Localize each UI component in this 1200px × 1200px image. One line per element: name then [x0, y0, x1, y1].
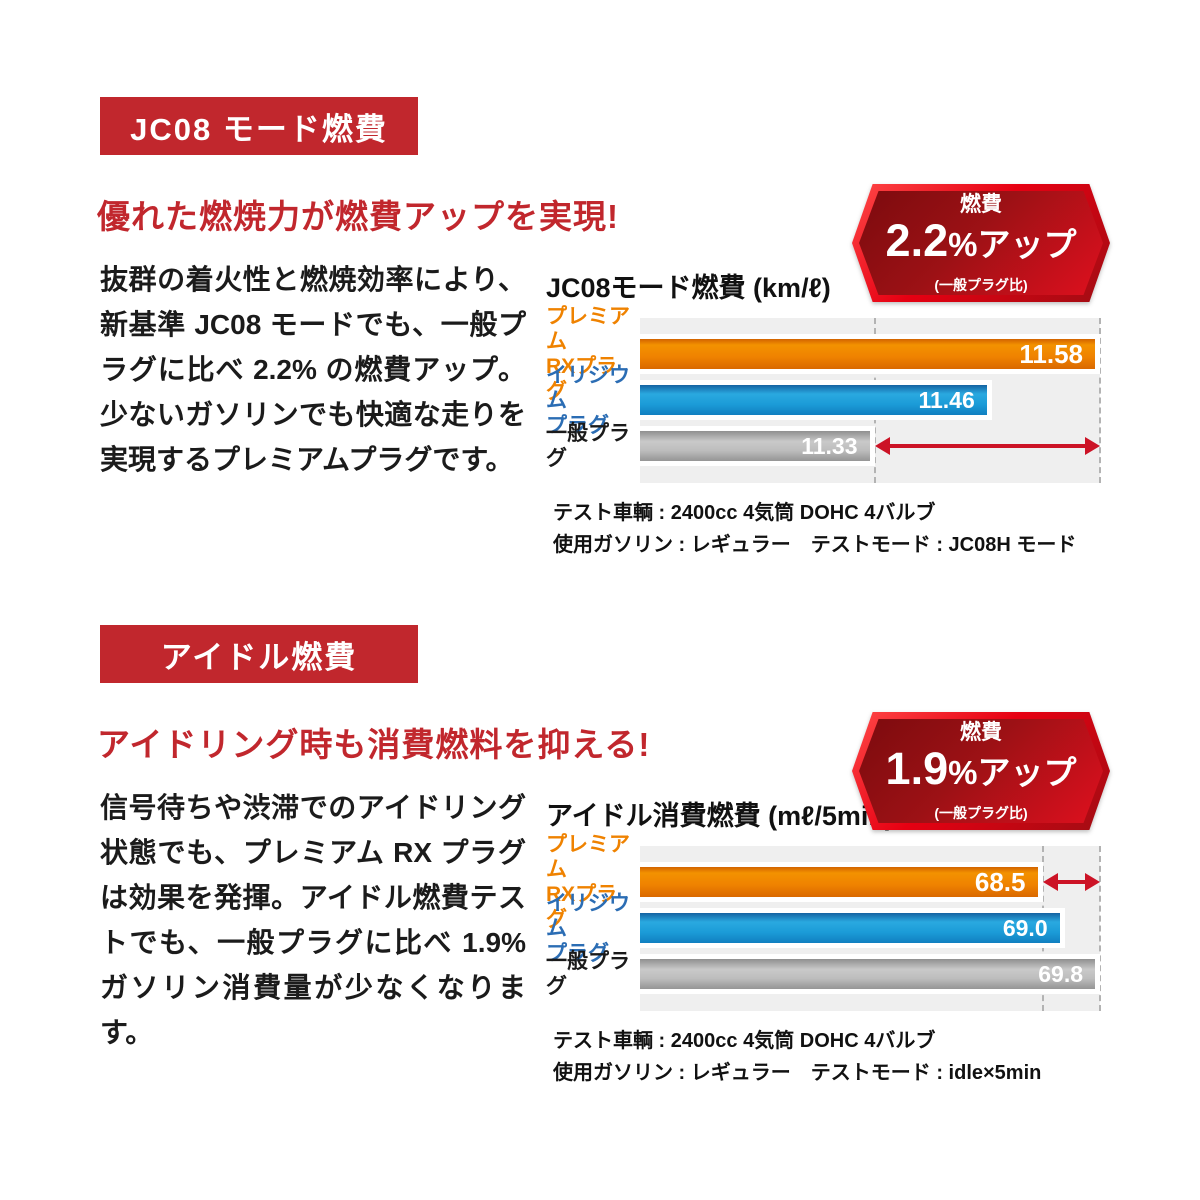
label-line: プラグ — [546, 413, 609, 437]
label-premium-rx: プレミアム RXプラグ — [546, 305, 638, 403]
section-body-text: 抜群の着火性と燃焼効率により、新基準 JC08 モードでも、一般プラグに比べ 2… — [100, 264, 526, 475]
hexagon-content: 燃費 2.2%アップ (一般プラグ比) — [852, 184, 1110, 302]
bar-value: 68.5 — [974, 866, 1026, 897]
label-line: 一般プラグ — [546, 422, 630, 470]
arrow-line — [882, 444, 1092, 448]
hexagon-suffix: %アップ — [948, 753, 1077, 791]
label-line: 一般プラグ — [546, 950, 630, 998]
hexagon-value: 1.9 — [885, 742, 949, 794]
section-idle: アイドル燃費 アイドリング時も消費燃料を抑える! 信号待ちや渋滞でのアイドリング… — [0, 528, 1200, 1128]
test-note-line: テスト車輌 : 2400cc 4気筒 DOHC 4バルブ — [553, 502, 936, 524]
hexagon-value-line: 2.2%アップ — [885, 214, 1077, 276]
section-badge: アイドル燃費 — [100, 625, 418, 683]
chart-labels: プレミアム RXプラグ イリジウム プラグ 一般プラグ — [546, 833, 638, 1011]
chart-panel: 11.58 11.46 11.33 — [640, 318, 1101, 483]
label-standard: 一般プラグ — [546, 950, 638, 998]
label-line: プレミアム — [546, 305, 630, 353]
bar-value: 11.33 — [801, 432, 858, 459]
hexagon-sub-label: (一般プラグ比) — [934, 276, 1028, 293]
section-headline: アイドリング時も消費燃料を抑える! — [97, 726, 651, 763]
label-premium-rx: プレミアム RXプラグ — [546, 833, 638, 931]
bar-standard: 69.8 — [640, 954, 1100, 994]
jc08-bar-chart: プレミアム RXプラグ イリジウム プラグ 一般プラグ 11.58 11 — [546, 305, 1101, 483]
section-headline: 優れた燃焼力が燃費アップを実現! — [97, 198, 619, 235]
bar-premium-rx: 11.58 — [640, 334, 1100, 374]
test-note-line: テスト車輌 : 2400cc 4気筒 DOHC 4バルブ — [553, 1030, 936, 1052]
chart-title: アイドル消費燃費 (mℓ/5min) — [546, 801, 894, 831]
hexagon-suffix: %アップ — [948, 225, 1077, 263]
section-badge: JC08 モード燃費 — [100, 97, 418, 155]
label-line: RXプラグ — [546, 355, 618, 403]
hexagon-core — [859, 191, 1103, 295]
difference-arrow — [1042, 873, 1101, 891]
hexagon-value: 2.2 — [885, 214, 949, 266]
section-body-text: 信号待ちや渋滞でのアイドリング状態でも、プレミアム RX プラグは効果を発揮。ア… — [100, 792, 526, 1048]
bar-value: 69.8 — [1038, 960, 1083, 987]
label-line: イリジウム — [546, 891, 630, 940]
bar-iridium: 11.46 — [640, 380, 992, 420]
test-notes: テスト車輌 : 2400cc 4気筒 DOHC 4バルブ 使用ガソリン : レギ… — [553, 497, 1076, 561]
label-line: プラグ — [546, 941, 609, 965]
test-notes: テスト車輌 : 2400cc 4気筒 DOHC 4バルブ 使用ガソリン : レギ… — [553, 1025, 1041, 1089]
hexagon-content: 燃費 1.9%アップ (一般プラグ比) — [852, 712, 1110, 830]
bar-standard: 11.33 — [640, 426, 875, 466]
chart-title: JC08モード燃費 (km/ℓ) — [546, 273, 831, 303]
hexagon-core — [859, 719, 1103, 823]
label-iridium: イリジウム プラグ — [546, 364, 638, 437]
label-standard: 一般プラグ — [546, 422, 638, 470]
label-iridium: イリジウム プラグ — [546, 892, 638, 965]
label-line: RXプラグ — [546, 883, 618, 931]
bar-iridium: 69.0 — [640, 908, 1065, 948]
label-line: プレミアム — [546, 833, 630, 881]
label-line: イリジウム — [546, 363, 630, 412]
bar-value: 69.0 — [1002, 914, 1048, 941]
chart-panel: 68.5 69.0 69.8 — [640, 846, 1101, 1011]
bar-premium-rx: 68.5 — [640, 862, 1043, 902]
dashed-gridline — [1099, 318, 1101, 483]
bar-value: 11.46 — [918, 386, 975, 413]
dashed-gridline — [1099, 846, 1101, 1011]
hexagon-sub-label: (一般プラグ比) — [934, 804, 1028, 821]
section-jc08: JC08 モード燃費 優れた燃焼力が燃費アップを実現! 抜群の着火性と燃焼効率に… — [97, 97, 1110, 561]
fuel-up-hexagon-badge: 燃費 1.9%アップ (一般プラグ比) — [852, 712, 1110, 830]
hexagon-top-label: 燃費 — [960, 720, 1002, 744]
difference-arrow — [874, 437, 1101, 455]
bar-value: 11.58 — [1019, 338, 1083, 369]
fuel-up-hexagon-badge: 燃費 2.2%アップ (一般プラグ比) — [852, 184, 1110, 302]
test-note-line: 使用ガソリン : レギュラー テストモード : idle×5min — [553, 1062, 1042, 1084]
hexagon-top-label: 燃費 — [960, 192, 1002, 216]
arrow-line — [1050, 880, 1092, 884]
idle-bar-chart: プレミアム RXプラグ イリジウム プラグ 一般プラグ 68.5 69. — [546, 833, 1101, 1011]
hexagon-value-line: 1.9%アップ — [885, 742, 1077, 804]
test-note-line: 使用ガソリン : レギュラー テストモード : JC08H モード — [553, 534, 1077, 556]
chart-labels: プレミアム RXプラグ イリジウム プラグ 一般プラグ — [546, 305, 638, 483]
